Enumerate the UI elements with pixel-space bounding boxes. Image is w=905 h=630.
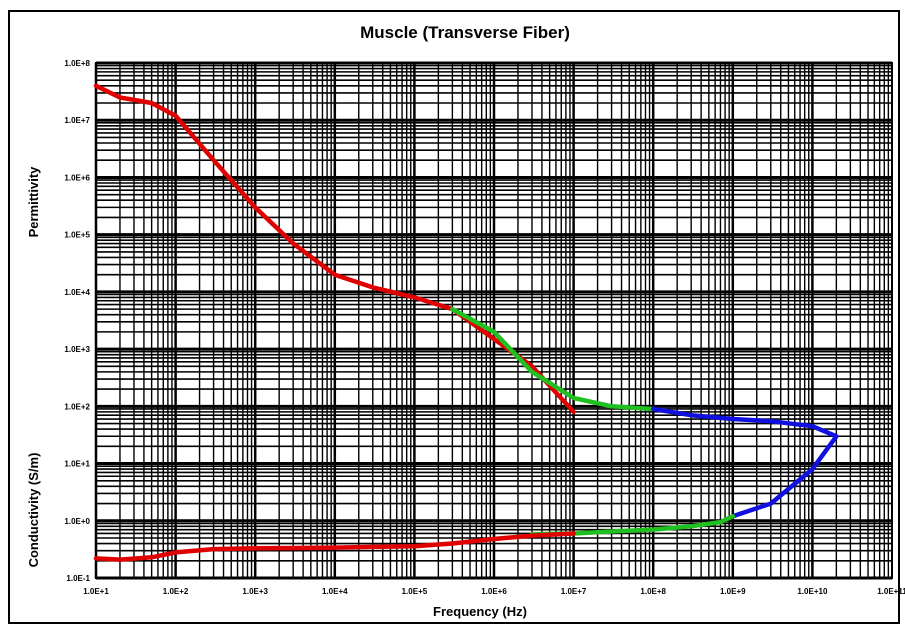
y-tick-label: 1.0E+5: [64, 231, 90, 240]
y-tick-label: 1.0E+2: [64, 402, 90, 411]
series-line-1: [450, 306, 656, 412]
x-tick-label: 1.0E+4: [322, 587, 348, 596]
grid-lines: [94, 61, 893, 580]
x-axis-label: Frequency (Hz): [433, 604, 527, 619]
y-tick-label: 1.0E+8: [64, 59, 90, 68]
x-tick-label: 1.0E+5: [402, 587, 428, 596]
x-tick-label: 1.0E+6: [481, 587, 507, 596]
chart-title: Muscle (Transverse Fiber): [360, 23, 570, 42]
series-line-0: [93, 83, 576, 415]
data-series: [93, 83, 839, 562]
y-tick-label: 1.0E-1: [66, 574, 90, 583]
series-line-2: [650, 406, 839, 519]
x-tick-label: 1.0E+7: [561, 587, 587, 596]
y-tick-label: 1.0E+1: [64, 460, 90, 469]
x-tick-label: 1.0E+2: [163, 587, 189, 596]
y-tick-label: 1.0E+7: [64, 116, 90, 125]
y-axis-label-conductivity: Conductivity (S/m): [26, 453, 41, 568]
tick-labels: 1.0E+1 1.0E+2 1.0E+3 1.0E+4 1.0E+5 1.0E+6 1.0E…: [64, 59, 905, 596]
x-tick-label: 1.0E+9: [720, 587, 746, 596]
y-tick-label: 1.0E+3: [64, 345, 90, 354]
y-axis-label-permittivity: Permittivity: [26, 166, 41, 238]
x-tick-label: 1.0E+3: [242, 587, 268, 596]
x-tick-label: 1.0E+11: [877, 587, 905, 596]
x-tick-label: 1.0E+8: [640, 587, 666, 596]
x-tick-label: 1.0E+10: [797, 587, 828, 596]
y-tick-label: 1.0E+4: [64, 288, 90, 297]
x-tick-label: 1.0E+1: [83, 587, 109, 596]
y-tick-label: 1.0E+6: [64, 173, 90, 182]
y-tick-label: 1.0E+0: [64, 517, 90, 526]
series-line-4: [93, 531, 576, 562]
